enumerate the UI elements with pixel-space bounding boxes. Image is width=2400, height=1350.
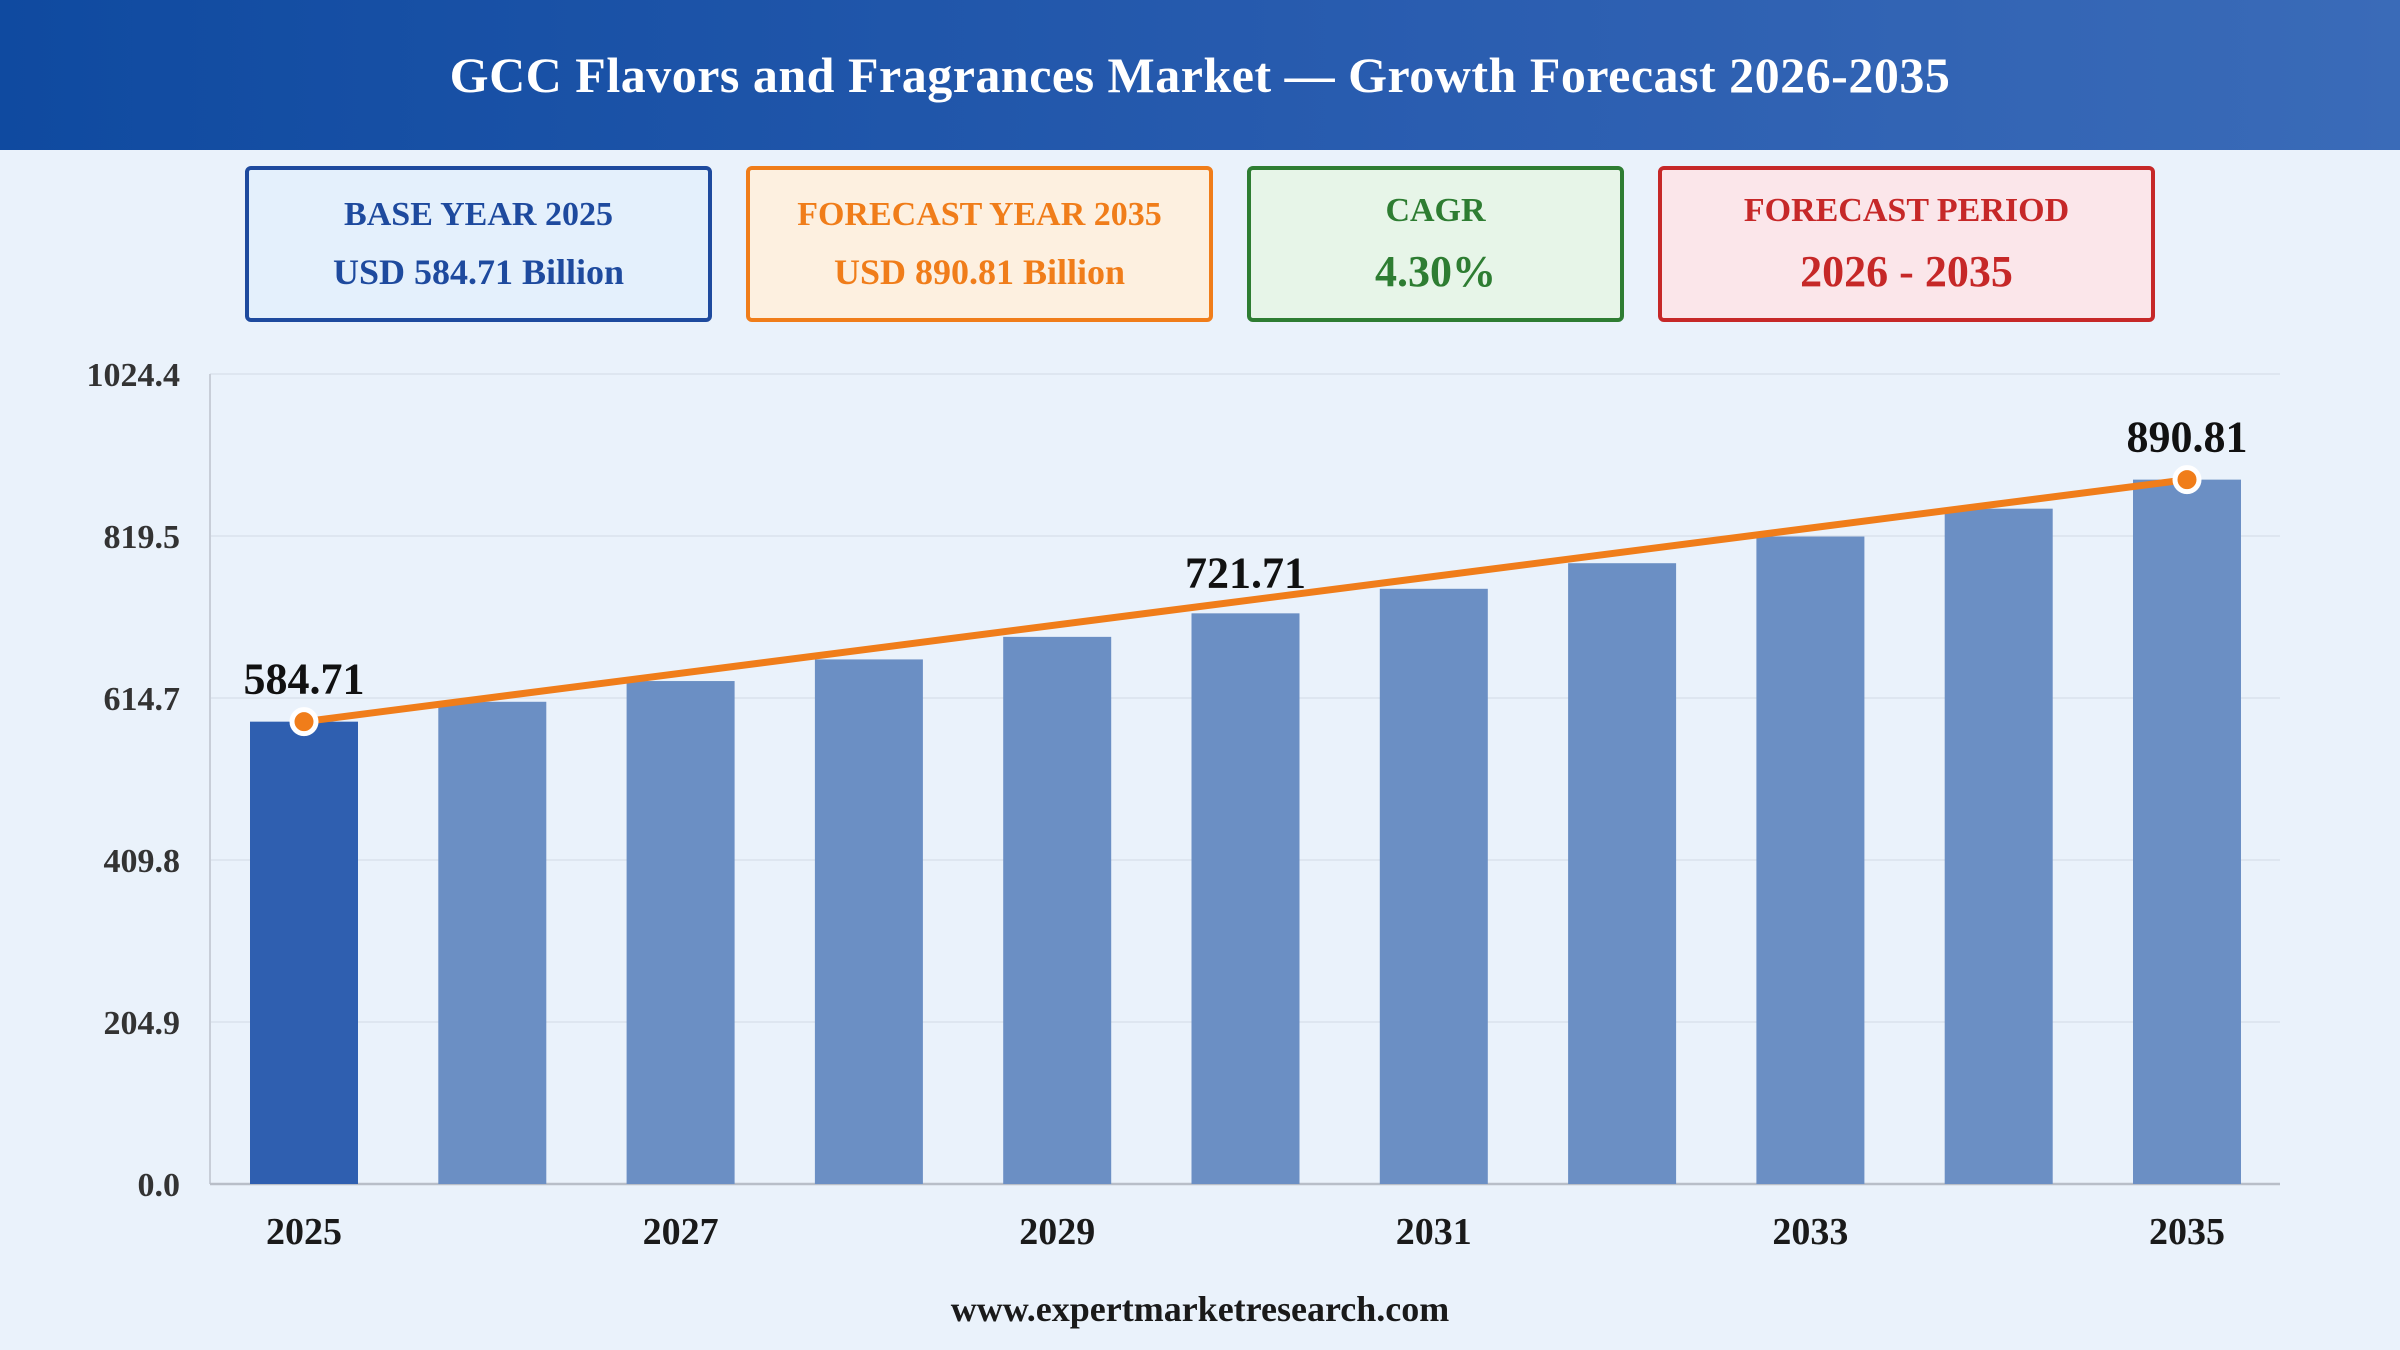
bar-2025 [250, 721, 358, 1184]
trend-line-group [300, 476, 2191, 726]
bar-2027 [626, 681, 735, 1184]
y-tick-label: 204.9 [104, 1005, 181, 1042]
y-tick-label: 1024.4 [87, 357, 181, 394]
header-banner: GCC Flavors and Fragrances Market — Grow… [0, 0, 2400, 150]
y-tick-label: 409.8 [104, 843, 181, 880]
bar-2031 [1379, 588, 1488, 1184]
trend-line [300, 476, 2191, 726]
x-tick-label: 2035 [2149, 1211, 2225, 1253]
data-label: 584.71 [244, 655, 365, 704]
x-tick-label: 2029 [1019, 1211, 1095, 1253]
base-year-value: USD 584.71 Billion [332, 252, 625, 292]
bars [250, 479, 2241, 1184]
x-tick-label: 2027 [643, 1211, 719, 1253]
source-url: www.expertmarketresearch.com [950, 1289, 1450, 1329]
forecast-year-label: FORECAST YEAR 2035 [797, 196, 1162, 233]
bar-2033 [1756, 536, 1865, 1184]
y-tick-label: 0.0 [138, 1167, 181, 1204]
bar-2029 [1003, 636, 1112, 1184]
forecast-period-card: FORECAST PERIOD 2026 - 2035 [1658, 166, 2155, 322]
chart-title: GCC Flavors and Fragrances Market — Grow… [449, 47, 1951, 103]
x-tick-label: 2033 [1772, 1211, 1848, 1253]
bar-2026 [438, 701, 547, 1184]
forecast-year-value: USD 890.81 Billion [833, 252, 1126, 292]
labels: 584.71 721.71 890.81 [244, 413, 2248, 737]
y-tick-label: 819.5 [104, 519, 181, 556]
cagr-card: CAGR 4.30% [1247, 166, 1624, 322]
bar-2035 [2133, 479, 2241, 1184]
base-year-label: BASE YEAR 2025 [344, 196, 613, 233]
bar-2028 [814, 659, 923, 1184]
x-tick-label: 2031 [1396, 1211, 1472, 1253]
data-label: 721.71 [1185, 548, 1306, 597]
bar-2034 [1944, 508, 2053, 1184]
bar-2030 [1191, 613, 1300, 1184]
bar-chart: 0.0 204.9 409.8 614.7 819.5 1024.4 2025 2027 202… [87, 357, 2280, 1253]
forecast-period-value: 2026 - 2035 [1800, 247, 2013, 296]
forecast-year-card: FORECAST YEAR 2035 USD 890.81 Billion [746, 166, 1213, 322]
x-tick-label: 2025 [266, 1211, 342, 1253]
bar-2032 [1568, 563, 1677, 1184]
forecast-period-label: FORECAST PERIOD [1743, 192, 2070, 229]
trend-marker [289, 707, 319, 737]
trend-marker [2172, 465, 2202, 495]
y-tick-label: 614.7 [104, 681, 181, 718]
cagr-value: 4.30% [1375, 247, 1496, 296]
base-year-card: BASE YEAR 2025 USD 584.71 Billion [245, 166, 712, 322]
data-label: 890.81 [2127, 413, 2248, 462]
cagr-label: CAGR [1385, 192, 1486, 229]
